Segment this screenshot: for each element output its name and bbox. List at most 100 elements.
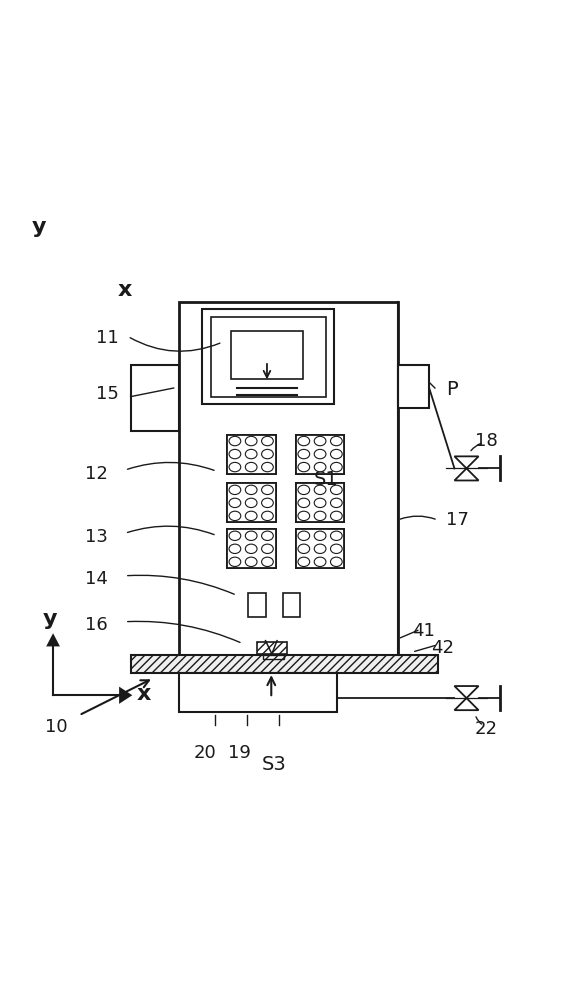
Bar xyxy=(227,435,276,474)
Ellipse shape xyxy=(298,557,310,567)
Ellipse shape xyxy=(245,511,257,521)
Text: x: x xyxy=(136,684,151,704)
Ellipse shape xyxy=(331,485,342,495)
Text: 12: 12 xyxy=(85,465,107,483)
Ellipse shape xyxy=(261,449,273,459)
Text: 18: 18 xyxy=(475,432,498,450)
Bar xyxy=(179,302,398,672)
Ellipse shape xyxy=(314,544,326,553)
Ellipse shape xyxy=(229,436,241,446)
Polygon shape xyxy=(455,468,478,480)
Ellipse shape xyxy=(298,462,310,472)
Text: 10: 10 xyxy=(44,718,68,736)
Text: 15: 15 xyxy=(96,385,119,403)
Ellipse shape xyxy=(331,462,342,472)
Ellipse shape xyxy=(331,511,342,521)
Ellipse shape xyxy=(261,462,273,472)
Text: S1: S1 xyxy=(313,470,338,489)
Ellipse shape xyxy=(245,531,257,540)
Bar xyxy=(295,435,344,474)
Text: 11: 11 xyxy=(96,329,119,347)
Bar xyxy=(227,529,276,568)
Ellipse shape xyxy=(331,498,342,508)
Bar xyxy=(231,331,303,379)
Ellipse shape xyxy=(314,557,326,567)
Ellipse shape xyxy=(331,544,342,553)
Text: 14: 14 xyxy=(85,570,107,588)
Bar xyxy=(227,435,276,474)
Ellipse shape xyxy=(298,498,310,508)
Text: y: y xyxy=(32,217,46,237)
Ellipse shape xyxy=(314,485,326,495)
Ellipse shape xyxy=(298,485,310,495)
Bar xyxy=(295,529,344,568)
Ellipse shape xyxy=(245,436,257,446)
Ellipse shape xyxy=(298,449,310,459)
Ellipse shape xyxy=(229,485,241,495)
Ellipse shape xyxy=(314,449,326,459)
Bar xyxy=(227,483,276,522)
Ellipse shape xyxy=(229,544,241,553)
Polygon shape xyxy=(455,456,478,468)
Ellipse shape xyxy=(229,462,241,472)
Ellipse shape xyxy=(314,531,326,540)
Text: 16: 16 xyxy=(85,616,107,634)
Text: 13: 13 xyxy=(85,528,107,546)
Ellipse shape xyxy=(314,511,326,521)
Bar xyxy=(179,673,338,712)
Bar xyxy=(295,529,344,568)
Text: S3: S3 xyxy=(262,755,287,774)
Bar xyxy=(398,365,429,408)
Bar xyxy=(283,593,300,617)
Bar xyxy=(295,435,344,474)
Text: 41: 41 xyxy=(412,622,435,640)
Ellipse shape xyxy=(245,485,257,495)
Text: P: P xyxy=(447,380,458,399)
Bar xyxy=(295,483,344,522)
Bar xyxy=(248,593,265,617)
Ellipse shape xyxy=(331,449,342,459)
Bar xyxy=(203,309,335,404)
Text: 22: 22 xyxy=(475,720,498,738)
Ellipse shape xyxy=(229,557,241,567)
Ellipse shape xyxy=(298,436,310,446)
Text: y: y xyxy=(43,609,58,629)
Ellipse shape xyxy=(229,498,241,508)
Ellipse shape xyxy=(245,557,257,567)
Ellipse shape xyxy=(314,436,326,446)
Polygon shape xyxy=(455,698,478,710)
Ellipse shape xyxy=(261,531,273,540)
Ellipse shape xyxy=(298,544,310,553)
Ellipse shape xyxy=(314,462,326,472)
Ellipse shape xyxy=(229,531,241,540)
Bar xyxy=(227,529,276,568)
Ellipse shape xyxy=(331,436,342,446)
Text: 20: 20 xyxy=(194,744,216,762)
Text: 17: 17 xyxy=(447,511,469,529)
Ellipse shape xyxy=(298,511,310,521)
Polygon shape xyxy=(455,686,478,698)
Ellipse shape xyxy=(261,544,273,553)
Ellipse shape xyxy=(261,557,273,567)
Polygon shape xyxy=(119,687,132,704)
Ellipse shape xyxy=(229,511,241,521)
Ellipse shape xyxy=(261,498,273,508)
Ellipse shape xyxy=(229,449,241,459)
Polygon shape xyxy=(46,633,60,646)
Ellipse shape xyxy=(261,436,273,446)
Ellipse shape xyxy=(298,531,310,540)
Ellipse shape xyxy=(261,511,273,521)
Bar xyxy=(295,483,344,522)
Ellipse shape xyxy=(245,544,257,553)
Ellipse shape xyxy=(261,485,273,495)
Ellipse shape xyxy=(245,498,257,508)
Ellipse shape xyxy=(331,557,342,567)
Text: x: x xyxy=(118,280,132,300)
Bar xyxy=(257,642,287,654)
Text: 42: 42 xyxy=(431,639,454,657)
Ellipse shape xyxy=(245,462,257,472)
Bar xyxy=(263,655,284,659)
Text: 19: 19 xyxy=(228,744,251,762)
Bar xyxy=(130,365,179,431)
Ellipse shape xyxy=(245,449,257,459)
